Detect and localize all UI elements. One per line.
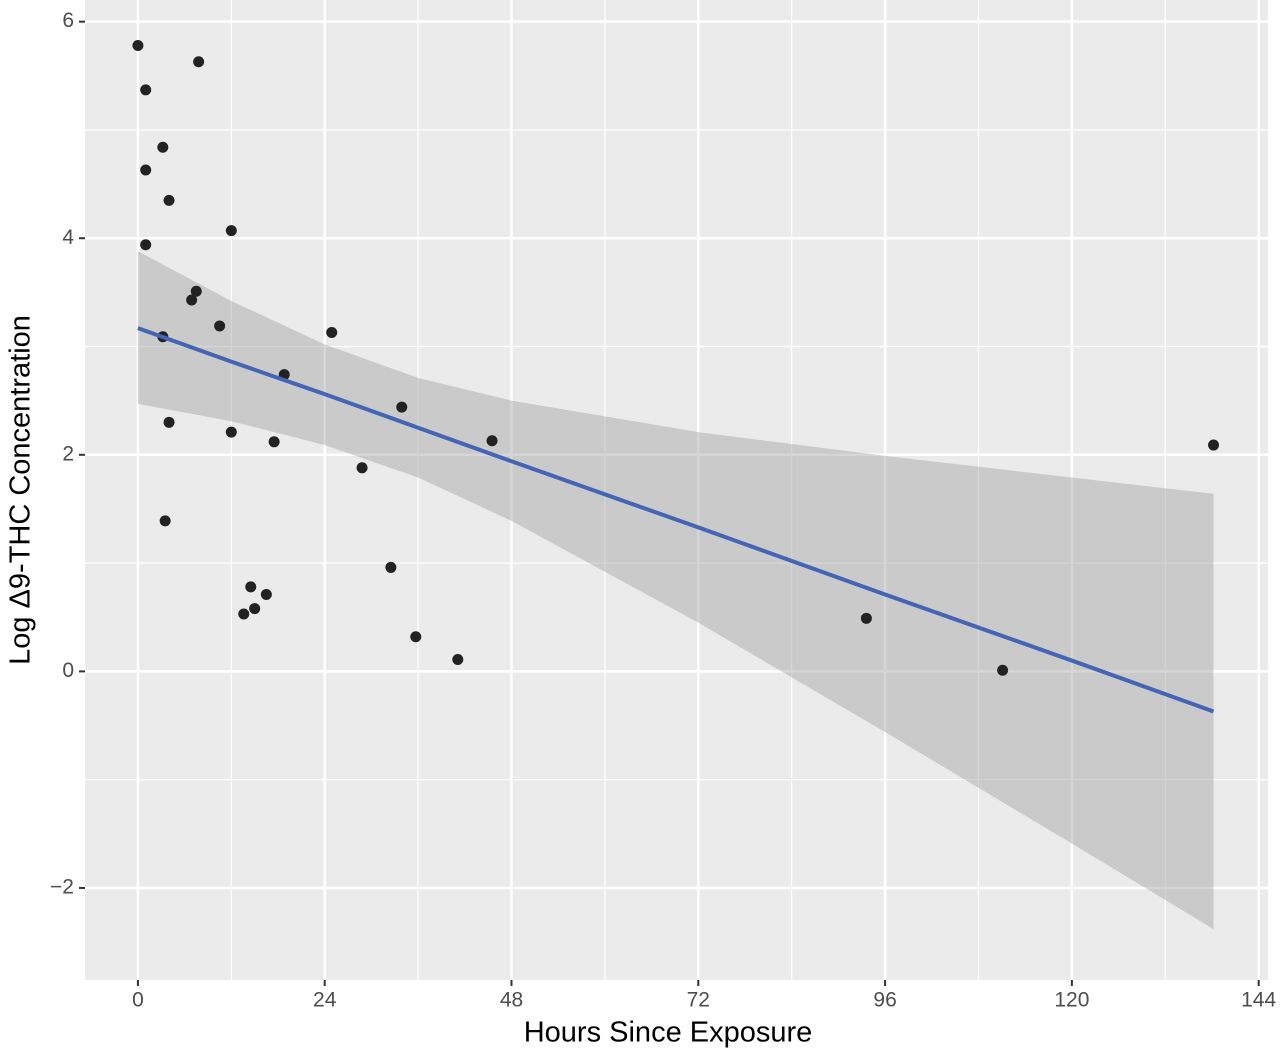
data-point bbox=[193, 56, 205, 68]
data-point bbox=[163, 194, 175, 206]
x-axis-title: Hours Since Exposure bbox=[524, 1017, 813, 1049]
y-tick-label: 2 bbox=[62, 442, 74, 465]
x-tick-label: 0 bbox=[132, 989, 144, 1012]
x-tick-label: 48 bbox=[500, 989, 523, 1012]
data-point bbox=[225, 225, 237, 237]
data-point bbox=[486, 435, 498, 447]
data-point bbox=[157, 141, 169, 153]
data-point bbox=[396, 401, 408, 413]
data-point bbox=[245, 581, 257, 593]
x-tick-label: 96 bbox=[873, 989, 896, 1012]
data-point bbox=[268, 436, 280, 448]
data-point bbox=[356, 462, 368, 474]
fit-line bbox=[137, 326, 1215, 714]
data-point bbox=[132, 39, 144, 51]
y-tick-label: 6 bbox=[62, 9, 74, 32]
data-point bbox=[249, 603, 261, 615]
data-point bbox=[140, 239, 152, 251]
y-axis-title: Log Δ9-THC Concentration bbox=[5, 315, 37, 665]
data-point bbox=[260, 588, 272, 600]
data-point bbox=[238, 608, 250, 620]
data-point bbox=[140, 84, 152, 96]
data-point bbox=[385, 561, 397, 573]
x-tick-label: 24 bbox=[313, 989, 337, 1012]
data-point bbox=[140, 164, 152, 176]
data-point bbox=[326, 326, 338, 338]
y-tick-label: 0 bbox=[62, 659, 74, 682]
y-tick-label: −2 bbox=[50, 876, 74, 899]
data-point bbox=[1208, 439, 1220, 451]
data-point bbox=[190, 285, 202, 297]
data-point bbox=[186, 294, 198, 306]
data-point bbox=[214, 320, 226, 332]
data-point bbox=[860, 612, 872, 624]
x-tick-label: 144 bbox=[1241, 989, 1276, 1012]
data-point bbox=[225, 426, 237, 438]
data-point bbox=[452, 653, 464, 665]
data-point bbox=[159, 515, 171, 527]
data-point bbox=[410, 631, 422, 643]
data-point bbox=[997, 664, 1009, 676]
x-tick-label: 120 bbox=[1054, 989, 1089, 1012]
data-point bbox=[163, 416, 175, 428]
y-tick-label: 4 bbox=[62, 226, 74, 249]
confidence-band bbox=[137, 251, 1214, 930]
x-tick-label: 72 bbox=[687, 989, 710, 1012]
